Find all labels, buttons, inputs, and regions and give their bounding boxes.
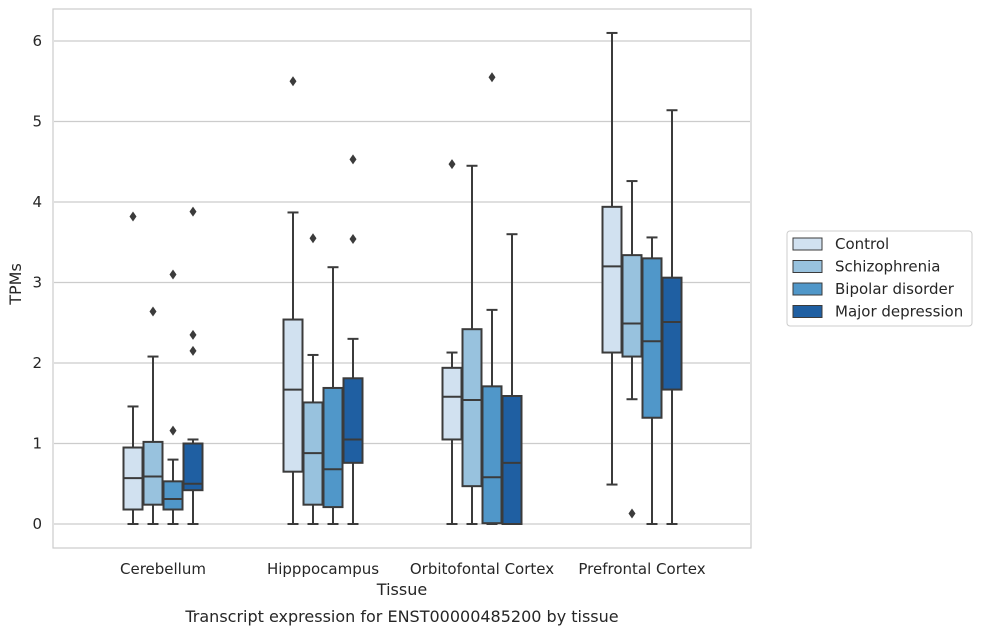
box <box>601 205 623 354</box>
outlier-point <box>448 159 456 170</box>
legend-label: Major depression <box>835 303 963 321</box>
x-tick-label: Prefrontal Cortex <box>578 560 705 578</box>
x-tick-labels: Cerebellum Hipppocampus Orbitofontal Corte… <box>120 560 706 578</box>
outlier-point <box>628 508 636 519</box>
legend-swatch <box>792 282 823 296</box>
outlier-point <box>169 425 177 436</box>
y-tick-label: 1 <box>32 435 42 453</box>
box-group <box>162 269 184 525</box>
outlier-point <box>349 234 357 245</box>
outlier-point <box>169 269 177 280</box>
box <box>162 480 184 511</box>
chart-caption: Transcript expression for ENST0000048520… <box>184 607 618 626</box>
outlier-point <box>129 211 137 222</box>
y-tick-label: 2 <box>32 354 42 372</box>
legend-label: Schizophrenia <box>835 258 940 276</box>
box <box>641 257 663 419</box>
outlier-point <box>488 72 496 83</box>
y-tick-label: 6 <box>32 32 42 50</box>
x-tick-label: Orbitofontal Cortex <box>410 560 554 578</box>
x-tick-label: Hipppocampus <box>267 560 379 578</box>
box <box>661 276 683 391</box>
box <box>461 328 483 488</box>
y-axis-label: TPMs <box>6 263 25 306</box>
outlier-point <box>189 329 197 340</box>
y-tick-label: 5 <box>32 113 42 131</box>
legend-label: Bipolar disorder <box>835 280 955 298</box>
box-group <box>182 206 204 525</box>
box <box>481 385 503 525</box>
box <box>342 377 364 464</box>
box <box>142 440 164 506</box>
box <box>322 386 344 509</box>
outlier-point <box>309 233 317 244</box>
y-tick-label: 4 <box>32 193 42 211</box>
box <box>441 366 463 441</box>
y-tick-labels: 0 1 2 3 4 5 6 <box>32 32 42 533</box>
legend-swatch <box>792 237 823 251</box>
box-group <box>441 159 463 525</box>
box-group <box>142 306 164 525</box>
legend: Control Schizophrenia Bipolar disorder Majo… <box>786 230 973 327</box>
x-axis-label: Tissue <box>376 580 427 599</box>
outlier-point <box>149 306 157 317</box>
x-tick-label: Cerebellum <box>120 560 206 578</box>
y-tick-label: 0 <box>32 515 42 533</box>
box-group <box>501 233 523 526</box>
y-tick-label: 3 <box>32 274 42 292</box>
box <box>182 442 204 492</box>
outlier-point <box>189 345 197 356</box>
outlier-point <box>289 76 297 87</box>
box-group <box>282 76 304 525</box>
box <box>501 395 523 526</box>
legend-label: Control <box>835 235 889 253</box>
box-group <box>661 109 683 525</box>
box <box>282 318 304 473</box>
legend-swatch <box>792 260 823 273</box>
box-group <box>641 236 663 525</box>
legend-frame <box>786 230 973 327</box>
legend-swatch <box>792 305 823 318</box>
box-group <box>342 154 364 525</box>
box <box>621 254 643 358</box>
box-plots <box>122 31 683 526</box>
outlier-point <box>189 206 197 217</box>
outlier-point <box>349 154 357 165</box>
